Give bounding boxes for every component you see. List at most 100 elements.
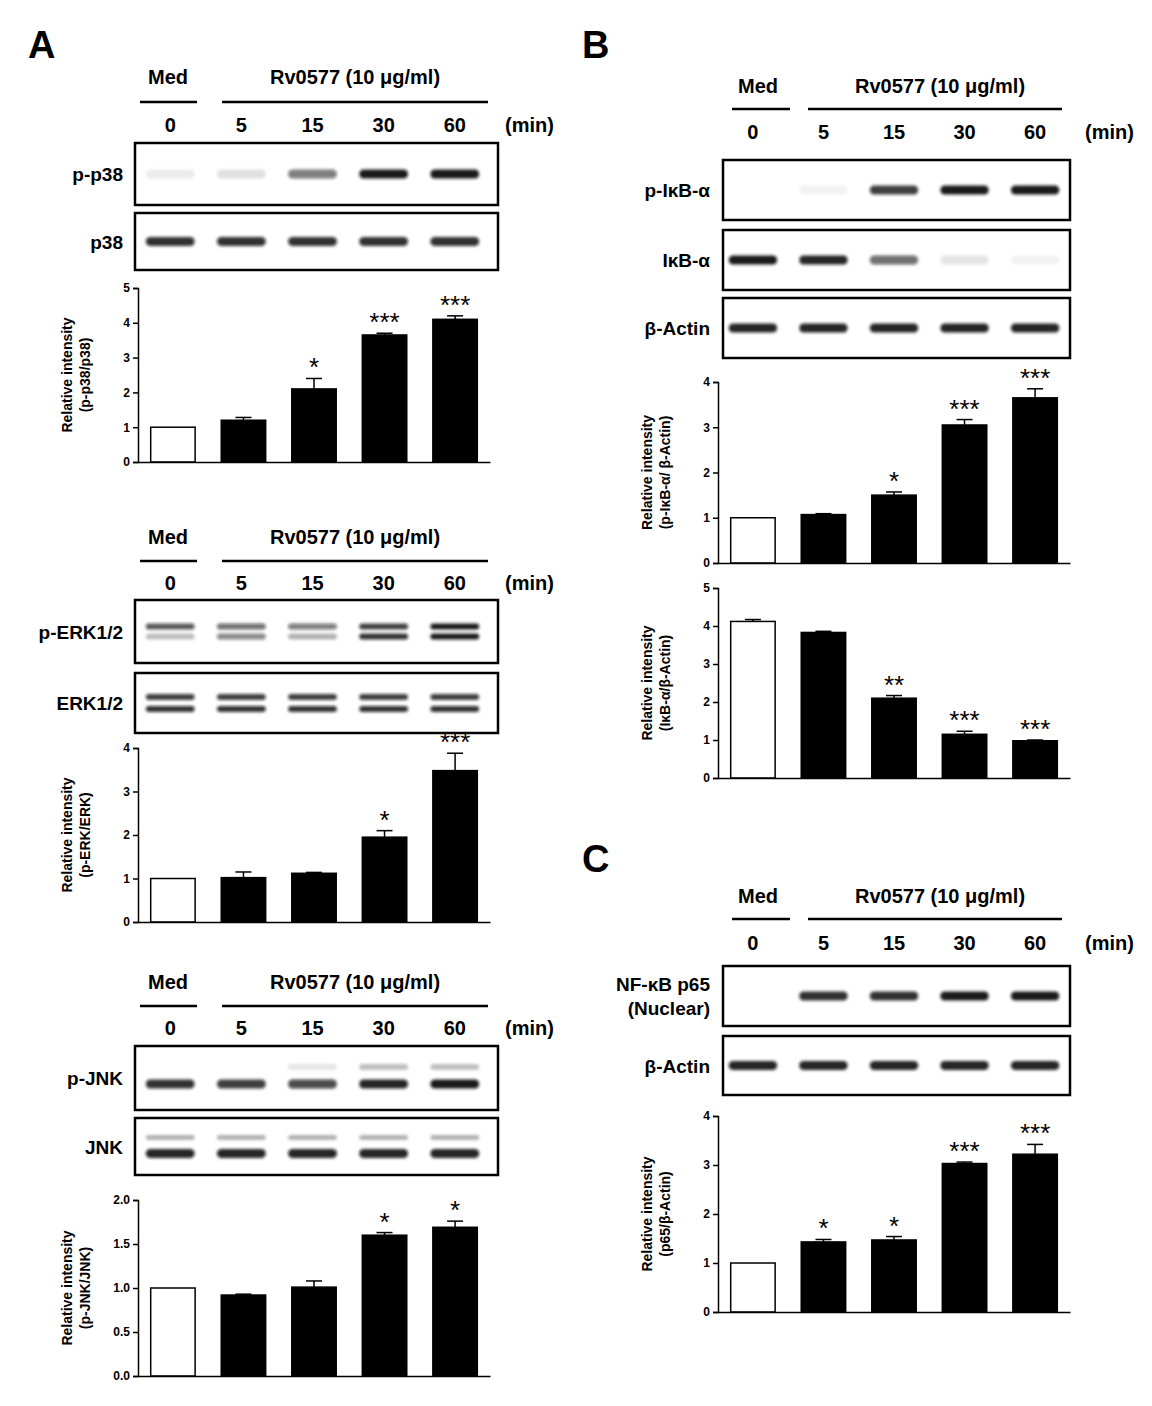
tick-mark <box>133 835 138 837</box>
axis-line <box>719 563 1071 565</box>
tick-mark <box>133 1332 138 1334</box>
row-label: p38 <box>90 232 123 253</box>
tick-mark <box>133 878 138 880</box>
band <box>359 694 408 700</box>
y-axis-title: Relative intensity <box>59 777 75 892</box>
bar-chart: 01234Relative intensity(p65/β-Actin)****… <box>639 1109 1071 1319</box>
plot-marks <box>151 316 478 462</box>
y-tick: 2 <box>703 1207 718 1221</box>
blot-frame <box>135 673 498 733</box>
x-axis <box>139 922 491 924</box>
y-tick: 3 <box>703 657 718 671</box>
tick-label: 1 <box>703 511 710 525</box>
group-underline <box>222 1005 488 1008</box>
significance: *** <box>440 727 470 757</box>
band <box>288 1149 337 1158</box>
blot-frame <box>135 213 498 270</box>
treatment-label: Rv0577 (10 μg/ml) <box>270 526 440 548</box>
y-tick: 1 <box>123 421 138 435</box>
blot-frame <box>135 1046 498 1110</box>
tick-label: 4 <box>123 316 130 330</box>
significance: *** <box>1020 714 1050 744</box>
band <box>146 694 195 700</box>
y-tick: 1 <box>703 733 718 747</box>
bar <box>362 837 406 922</box>
x-axis <box>139 1376 491 1378</box>
y-axis-title: (p-JNK/JNK) <box>77 1247 93 1329</box>
y-tick: 2 <box>703 695 718 709</box>
time-label: 30 <box>373 1017 395 1039</box>
band <box>288 1064 337 1070</box>
time-label: 15 <box>301 114 323 136</box>
axis-line <box>713 1117 719 1313</box>
y-tick: 2.0 <box>113 1193 138 1207</box>
bar <box>433 1227 477 1376</box>
blot: MedRv0577 (10 μg/ml)05153060(min)p-p38p3… <box>72 66 554 270</box>
band <box>146 1135 195 1140</box>
tick-mark <box>713 1165 718 1167</box>
time-label: 5 <box>236 114 247 136</box>
band <box>146 634 195 640</box>
bar <box>801 632 845 778</box>
y-axis-title: Relative intensity <box>59 1230 75 1345</box>
y-axis-title: (p-p38/p38) <box>77 338 93 413</box>
y-tick: 0 <box>123 455 138 469</box>
band <box>940 186 988 195</box>
significance: *** <box>369 307 399 337</box>
bar <box>1013 741 1057 778</box>
blot: MedRv0577 (10 μg/ml)05153060(min)p-JNKJN… <box>67 971 554 1175</box>
tick-label: 2 <box>703 466 710 480</box>
band <box>799 1061 847 1070</box>
axis-line <box>719 778 1071 780</box>
bands <box>729 1061 1060 1070</box>
y-tick: 1 <box>703 1256 718 1270</box>
time-label: 5 <box>236 1017 247 1039</box>
tick-label: 2 <box>703 1207 710 1221</box>
band <box>430 634 479 640</box>
y-tick: 1 <box>703 511 718 525</box>
bar <box>942 734 986 778</box>
tick-label: 1.5 <box>113 1237 130 1251</box>
error-bar <box>235 1294 251 1296</box>
group-underline <box>222 101 488 104</box>
bands <box>146 624 479 640</box>
tick-label: 2 <box>123 828 130 842</box>
blot-frame <box>723 160 1070 220</box>
band <box>288 1080 337 1089</box>
tick-mark <box>133 1376 138 1378</box>
band <box>870 324 918 333</box>
band <box>359 706 408 712</box>
row-label: ERK1/2 <box>56 693 123 714</box>
band <box>1011 324 1059 333</box>
band <box>217 1149 266 1158</box>
bar <box>942 1164 986 1312</box>
time-label: 0 <box>747 121 758 143</box>
control-label: Med <box>148 971 188 993</box>
band <box>729 1061 777 1070</box>
band <box>359 1064 408 1070</box>
band <box>430 706 479 712</box>
control-label: Med <box>738 885 778 907</box>
y-axis: 01234 <box>123 741 138 929</box>
panel-label: B <box>582 24 609 66</box>
y-tick: 4 <box>703 619 718 633</box>
tick-mark <box>713 382 718 384</box>
error-bar <box>306 1281 322 1287</box>
axis-line <box>713 383 719 564</box>
panel-label: A <box>28 24 55 66</box>
bar <box>872 1240 916 1312</box>
tick-label: 4 <box>123 741 130 755</box>
bar <box>1013 1154 1057 1312</box>
bar-chart: 012345Relative intensity(IκB-α/β-Actin)*… <box>639 581 1071 785</box>
bar <box>1013 398 1057 563</box>
significance: * <box>309 352 319 382</box>
time-label: 30 <box>953 121 975 143</box>
band <box>288 694 337 700</box>
blot-frame <box>135 1118 498 1175</box>
band <box>870 186 918 195</box>
group-underline <box>222 560 488 563</box>
tick-mark <box>133 357 138 359</box>
y-tick: 5 <box>123 281 138 295</box>
y-axis-title: Relative intensity <box>639 415 655 530</box>
significance: * <box>450 1195 460 1225</box>
